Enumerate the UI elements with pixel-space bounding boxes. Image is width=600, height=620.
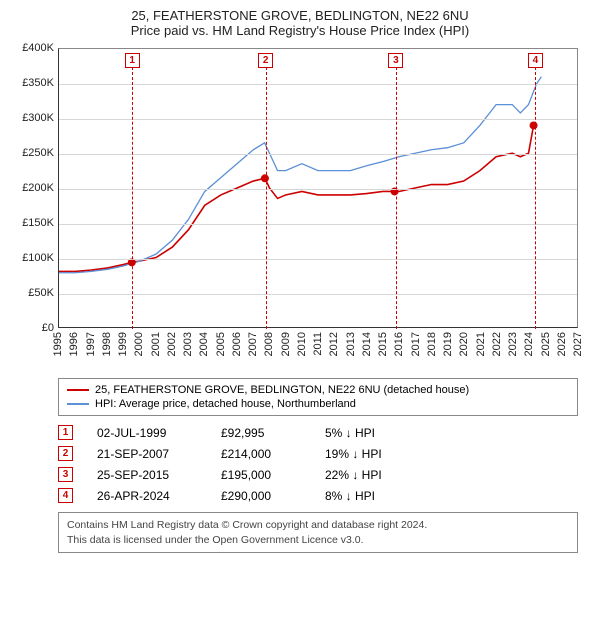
sales-price: £92,995 xyxy=(221,426,301,440)
x-axis-label: 2010 xyxy=(296,332,308,356)
gridline xyxy=(59,189,577,190)
x-axis-label: 2015 xyxy=(377,332,389,356)
x-axis-label: 2011 xyxy=(312,332,324,356)
sales-table: 1 02-JUL-1999 £92,995 5% ↓ HPI 2 21-SEP-2007 £… xyxy=(58,422,578,506)
x-axis-label: 2004 xyxy=(198,332,210,356)
x-axis-label: 1995 xyxy=(52,332,64,356)
x-axis-label: 1997 xyxy=(85,332,97,356)
sales-row: 3 25-SEP-2015 £195,000 22% ↓ HPI xyxy=(58,464,578,485)
marker-flag: 4 xyxy=(528,53,543,68)
y-axis-label: £350K xyxy=(22,77,54,89)
x-axis-label: 2009 xyxy=(280,332,292,356)
gridline xyxy=(59,294,577,295)
sales-price: £214,000 xyxy=(221,447,301,461)
chart-title: 25, FEATHERSTONE GROVE, BEDLINGTON, NE22… xyxy=(10,8,590,38)
sales-date: 25-SEP-2015 xyxy=(97,468,197,482)
title-line2: Price paid vs. HM Land Registry's House … xyxy=(10,23,590,38)
footer-line1: Contains HM Land Registry data © Crown c… xyxy=(67,518,569,533)
x-axis-label: 2012 xyxy=(328,332,340,356)
x-axis-label: 2020 xyxy=(458,332,470,356)
x-axis-label: 2002 xyxy=(166,332,178,356)
x-axis-label: 2000 xyxy=(133,332,145,356)
marker-line xyxy=(132,67,133,329)
marker-line xyxy=(266,67,267,329)
sales-diff: 22% ↓ HPI xyxy=(325,468,405,482)
y-axis-label: £200K xyxy=(22,182,54,194)
marker-flag: 1 xyxy=(125,53,140,68)
plot-region: 1 2 3 4 xyxy=(58,48,578,328)
y-axis-label: £400K xyxy=(22,42,54,54)
marker-line xyxy=(535,67,536,329)
footer-line2: This data is licensed under the Open Gov… xyxy=(67,533,569,548)
sales-date: 26-APR-2024 xyxy=(97,489,197,503)
sales-diff: 8% ↓ HPI xyxy=(325,489,405,503)
marker-flag: 2 xyxy=(258,53,273,68)
legend-item: 25, FEATHERSTONE GROVE, BEDLINGTON, NE22… xyxy=(67,383,569,397)
x-axis-label: 2018 xyxy=(426,332,438,356)
sales-price: £195,000 xyxy=(221,468,301,482)
x-axis-label: 2017 xyxy=(410,332,422,356)
y-axis-label: £250K xyxy=(22,147,54,159)
x-axis-label: 2021 xyxy=(475,332,487,356)
x-axis-label: 2013 xyxy=(345,332,357,356)
legend-label: HPI: Average price, detached house, Nort… xyxy=(95,398,356,410)
sales-row: 1 02-JUL-1999 £92,995 5% ↓ HPI xyxy=(58,422,578,443)
x-axis-label: 2022 xyxy=(491,332,503,356)
sales-marker: 3 xyxy=(58,467,73,482)
legend-item: HPI: Average price, detached house, Nort… xyxy=(67,397,569,411)
sales-date: 02-JUL-1999 xyxy=(97,426,197,440)
sales-row: 2 21-SEP-2007 £214,000 19% ↓ HPI xyxy=(58,443,578,464)
y-axis-label: £300K xyxy=(22,112,54,124)
y-axis-label: £100K xyxy=(22,252,54,264)
marker-flag: 3 xyxy=(388,53,403,68)
y-axis-label: £50K xyxy=(28,287,54,299)
legend: 25, FEATHERSTONE GROVE, BEDLINGTON, NE22… xyxy=(58,378,578,416)
x-axis-label: 1999 xyxy=(117,332,129,356)
sales-marker: 4 xyxy=(58,488,73,503)
marker-line xyxy=(396,67,397,329)
sales-price: £290,000 xyxy=(221,489,301,503)
y-axis-label: £150K xyxy=(22,217,54,229)
x-axis-label: 2007 xyxy=(247,332,259,356)
x-axis-label: 2026 xyxy=(556,332,568,356)
x-axis-label: 1996 xyxy=(68,332,80,356)
sales-row: 4 26-APR-2024 £290,000 8% ↓ HPI xyxy=(58,485,578,506)
x-axis-label: 2014 xyxy=(361,332,373,356)
x-axis-label: 2025 xyxy=(540,332,552,356)
line-canvas xyxy=(59,49,577,327)
sales-marker: 1 xyxy=(58,425,73,440)
sales-diff: 5% ↓ HPI xyxy=(325,426,405,440)
x-axis-label: 2023 xyxy=(507,332,519,356)
gridline xyxy=(59,259,577,260)
x-axis-label: 2024 xyxy=(523,332,535,356)
series-price_paid xyxy=(59,125,534,271)
x-axis-label: 2005 xyxy=(215,332,227,356)
sales-diff: 19% ↓ HPI xyxy=(325,447,405,461)
x-axis-label: 1998 xyxy=(101,332,113,356)
sales-date: 21-SEP-2007 xyxy=(97,447,197,461)
x-axis-label: 2008 xyxy=(263,332,275,356)
legend-swatch xyxy=(67,403,89,405)
gridline xyxy=(59,224,577,225)
attribution-footer: Contains HM Land Registry data © Crown c… xyxy=(58,512,578,553)
x-axis-label: 2016 xyxy=(393,332,405,356)
x-axis-label: 2027 xyxy=(572,332,584,356)
x-axis-label: 2006 xyxy=(231,332,243,356)
gridline xyxy=(59,84,577,85)
legend-label: 25, FEATHERSTONE GROVE, BEDLINGTON, NE22… xyxy=(95,384,469,396)
sales-marker: 2 xyxy=(58,446,73,461)
gridline xyxy=(59,154,577,155)
x-axis-label: 2019 xyxy=(442,332,454,356)
x-axis-label: 2003 xyxy=(182,332,194,356)
gridline xyxy=(59,119,577,120)
title-line1: 25, FEATHERSTONE GROVE, BEDLINGTON, NE22… xyxy=(10,8,590,23)
x-axis-label: 2001 xyxy=(150,332,162,356)
legend-swatch xyxy=(67,389,89,391)
chart-area: 1234 £0£50K£100K£150K£200K£250K£300K£350… xyxy=(10,42,590,372)
